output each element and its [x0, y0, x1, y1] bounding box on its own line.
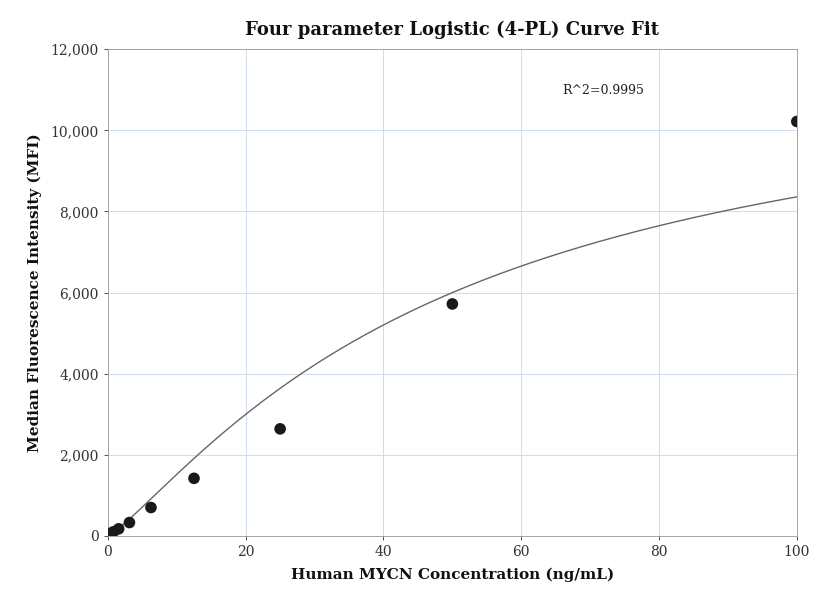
Point: [188, 474, 201, 484]
Point: [104, 529, 117, 538]
Point: [103, 530, 116, 540]
Point: [144, 503, 158, 513]
Point: [446, 299, 459, 309]
Y-axis label: Median Fluorescence Intensity (MFI): Median Fluorescence Intensity (MFI): [28, 133, 42, 452]
Point: [790, 116, 803, 126]
Point: [274, 424, 287, 434]
Point: [112, 524, 125, 533]
Point: [123, 517, 136, 527]
Point: [106, 527, 120, 537]
Text: R^2=0.9995: R^2=0.9995: [563, 84, 644, 97]
Title: Four parameter Logistic (4-PL) Curve Fit: Four parameter Logistic (4-PL) Curve Fit: [246, 21, 659, 39]
X-axis label: Human MYCN Concentration (ng/mL): Human MYCN Concentration (ng/mL): [290, 567, 614, 582]
